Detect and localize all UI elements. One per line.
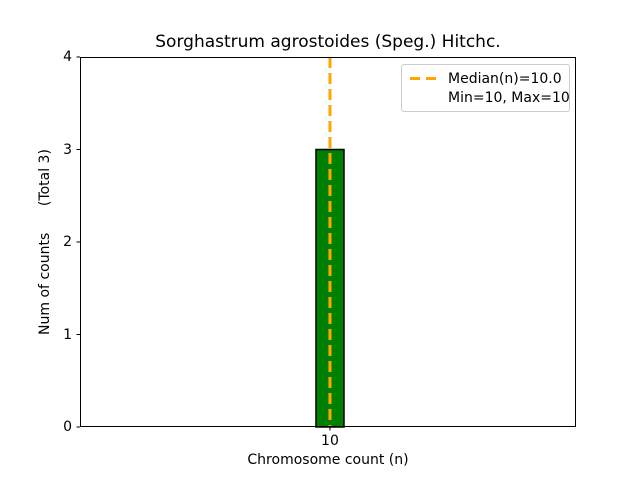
legend: Median(n)=10.0 Min=10, Max=10 xyxy=(401,64,570,112)
median-line-sample xyxy=(410,77,438,80)
x-axis-label: Chromosome count (n) xyxy=(247,452,409,468)
legend-entry-median: Median(n)=10.0 xyxy=(410,69,562,88)
axes-frame xyxy=(80,57,576,427)
y-tick-label: 3 xyxy=(63,141,72,158)
x-tick-label: 10 xyxy=(321,433,339,449)
legend-label-median: Median(n)=10.0 xyxy=(448,70,562,87)
legend-label-minmax: Min=10, Max=10 xyxy=(448,89,570,106)
y-tick-label: 2 xyxy=(63,234,72,250)
chart-title: Sorghastrum agrostoides (Speg.) Hitchc. xyxy=(155,32,501,52)
y-tick-label: 4 xyxy=(63,49,72,65)
legend-entry-minmax: Min=10, Max=10 xyxy=(410,88,570,107)
y-tick-label: 1 xyxy=(63,326,72,343)
legend-sample-spacer xyxy=(410,96,438,99)
y-tick-label: 0 xyxy=(63,419,72,435)
